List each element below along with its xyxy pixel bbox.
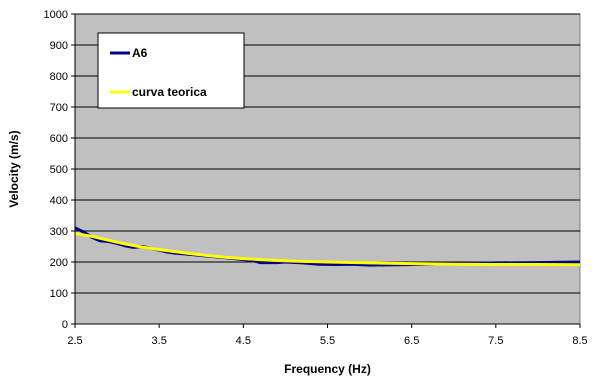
x-tick-label: 4.5: [236, 335, 251, 347]
legend-box: [97, 32, 245, 109]
y-tick-label: 800: [50, 71, 68, 83]
y-axis-title: Velocity (m/s): [7, 130, 21, 207]
y-tick-label: 300: [50, 226, 68, 238]
y-tick-label: 500: [50, 164, 68, 176]
x-axis-ticks: 2.5 3.5 4.5 5.5 6.5 7.5 8.5: [67, 14, 588, 347]
y-tick-label: 900: [50, 40, 68, 52]
y-tick-label: 400: [50, 195, 68, 207]
y-tick-label: 200: [50, 257, 68, 269]
x-tick-label: 8.5: [572, 335, 587, 347]
legend-label-a6: A6: [132, 46, 148, 60]
x-axis-title: Frequency (Hz): [284, 362, 371, 376]
legend-label-curva-teorica: curva teorica: [132, 85, 207, 99]
series-line-1: [74, 232, 581, 267]
y-tick-label: 600: [50, 133, 68, 145]
y-tick-label: 700: [50, 102, 68, 114]
x-tick-label: 6.5: [404, 335, 419, 347]
legend: A6 curva teorica: [97, 32, 245, 109]
y-tick-label: 0: [62, 319, 68, 331]
x-tick-label: 5.5: [320, 335, 335, 347]
x-tick-label: 3.5: [152, 335, 167, 347]
y-tick-label: 1000: [44, 9, 68, 21]
x-tick-label: 2.5: [67, 335, 82, 347]
y-axis-ticks: 0 100 200 300 400 500 600 700 800 900 1000: [44, 9, 75, 331]
x-tick-label: 7.5: [488, 335, 503, 347]
series-lines: [74, 226, 581, 267]
y-tick-label: 100: [50, 288, 68, 300]
